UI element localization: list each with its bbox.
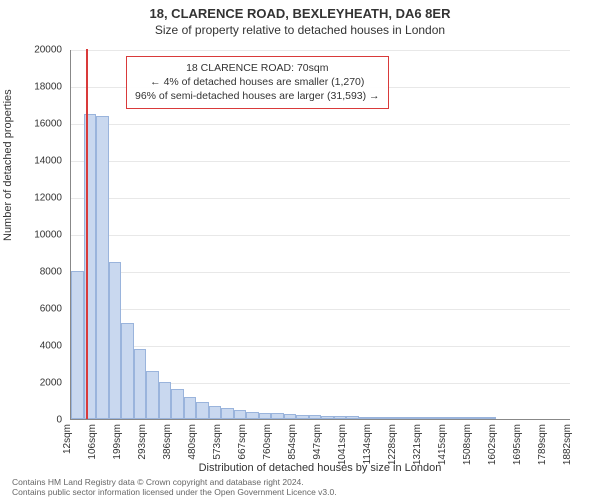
histogram-bar bbox=[396, 417, 409, 419]
x-tick-label: 760sqm bbox=[262, 424, 273, 460]
histogram-bar bbox=[321, 416, 334, 419]
x-tick-label: 1508sqm bbox=[462, 424, 473, 465]
grid-line bbox=[71, 161, 570, 162]
histogram-bar bbox=[334, 416, 347, 419]
chart-title-sub: Size of property relative to detached ho… bbox=[0, 21, 600, 37]
x-tick-label: 386sqm bbox=[162, 424, 173, 460]
x-tick-label: 1228sqm bbox=[387, 424, 398, 465]
annotation-line: 18 CLARENCE ROAD: 70sqm bbox=[135, 61, 380, 75]
histogram-bar bbox=[209, 406, 222, 419]
histogram-bar bbox=[346, 416, 359, 419]
histogram-bar bbox=[484, 417, 497, 419]
y-tick-label: 12000 bbox=[34, 193, 62, 204]
footer-line-2: Contains public sector information licen… bbox=[12, 487, 337, 498]
marker-line bbox=[86, 49, 88, 419]
x-tick-label: 1321sqm bbox=[412, 424, 423, 465]
x-tick-label: 1882sqm bbox=[562, 424, 573, 465]
grid-line bbox=[71, 309, 570, 310]
histogram-bar bbox=[371, 417, 384, 419]
histogram-bar bbox=[109, 262, 122, 419]
y-tick-label: 8000 bbox=[40, 267, 62, 278]
y-tick-label: 4000 bbox=[40, 341, 62, 352]
y-tick-label: 2000 bbox=[40, 378, 62, 389]
x-tick-label: 854sqm bbox=[287, 424, 298, 460]
histogram-bar bbox=[434, 417, 447, 419]
histogram-bar bbox=[246, 412, 259, 419]
histogram-bar bbox=[146, 371, 159, 419]
histogram-bar bbox=[259, 413, 272, 419]
histogram-bar bbox=[134, 349, 147, 419]
histogram-bar bbox=[296, 415, 309, 419]
y-tick-label: 10000 bbox=[34, 230, 62, 241]
histogram-bar bbox=[384, 417, 397, 419]
histogram-bar bbox=[409, 417, 422, 419]
x-tick-label: 12sqm bbox=[62, 424, 73, 454]
histogram-bar bbox=[71, 271, 84, 419]
histogram-bar bbox=[171, 389, 184, 419]
grid-line bbox=[71, 50, 570, 51]
histogram-bar bbox=[459, 417, 472, 419]
x-tick-label: 199sqm bbox=[112, 424, 123, 460]
y-tick-label: 16000 bbox=[34, 119, 62, 130]
x-tick-label: 667sqm bbox=[237, 424, 248, 460]
x-axis-title: Distribution of detached houses by size … bbox=[70, 462, 570, 474]
histogram-bar bbox=[309, 415, 322, 419]
histogram-bar bbox=[421, 417, 434, 419]
x-tick-label: 1789sqm bbox=[537, 424, 548, 465]
y-axis-labels: 0200040006000800010000120001400016000180… bbox=[0, 50, 66, 420]
histogram-bar bbox=[184, 397, 197, 419]
histogram-bar bbox=[446, 417, 459, 419]
footer-attribution: Contains HM Land Registry data © Crown c… bbox=[12, 477, 337, 498]
x-tick-label: 573sqm bbox=[212, 424, 223, 460]
histogram-bar bbox=[359, 417, 372, 419]
histogram-bar bbox=[271, 413, 284, 419]
annotation-line: 96% of semi-detached houses are larger (… bbox=[135, 89, 380, 103]
y-tick-label: 14000 bbox=[34, 156, 62, 167]
y-tick-label: 6000 bbox=[40, 304, 62, 315]
annotation-box: 18 CLARENCE ROAD: 70sqm← 4% of detached … bbox=[126, 56, 389, 109]
x-tick-label: 293sqm bbox=[137, 424, 148, 460]
x-tick-label: 1602sqm bbox=[487, 424, 498, 465]
grid-line bbox=[71, 124, 570, 125]
chart-plot-area: 18 CLARENCE ROAD: 70sqm← 4% of detached … bbox=[70, 50, 570, 420]
grid-line bbox=[71, 346, 570, 347]
x-tick-label: 106sqm bbox=[87, 424, 98, 460]
y-tick-label: 18000 bbox=[34, 82, 62, 93]
grid-line bbox=[71, 198, 570, 199]
histogram-bar bbox=[96, 116, 109, 419]
histogram-bar bbox=[196, 402, 209, 419]
x-tick-label: 1134sqm bbox=[362, 424, 373, 464]
footer-line-1: Contains HM Land Registry data © Crown c… bbox=[12, 477, 337, 488]
histogram-bar bbox=[159, 382, 172, 419]
histogram-bar bbox=[121, 323, 134, 419]
histogram-bar bbox=[471, 417, 484, 419]
grid-line bbox=[71, 235, 570, 236]
chart-title-main: 18, CLARENCE ROAD, BEXLEYHEATH, DA6 8ER bbox=[0, 0, 600, 21]
x-tick-label: 480sqm bbox=[187, 424, 198, 460]
histogram-bar bbox=[221, 408, 234, 419]
x-tick-label: 1695sqm bbox=[512, 424, 523, 465]
y-tick-label: 20000 bbox=[34, 45, 62, 56]
x-tick-label: 947sqm bbox=[312, 424, 323, 460]
histogram-bar bbox=[234, 410, 247, 419]
grid-line bbox=[71, 272, 570, 273]
annotation-line: ← 4% of detached houses are smaller (1,2… bbox=[135, 75, 380, 89]
histogram-bar bbox=[284, 414, 297, 419]
x-tick-label: 1415sqm bbox=[437, 424, 448, 465]
x-tick-label: 1041sqm bbox=[337, 424, 348, 465]
